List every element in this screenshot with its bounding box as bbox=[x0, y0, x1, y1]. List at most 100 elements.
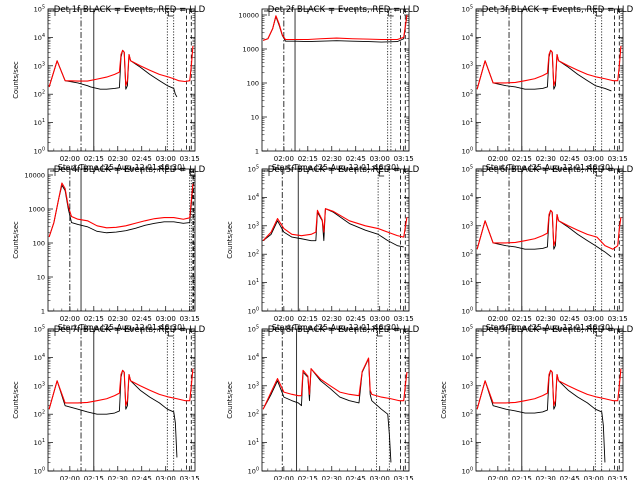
x-tick-label: 03:00 bbox=[156, 155, 176, 163]
panel-title: Det 1f BLACK = Events, RED = LLD bbox=[54, 5, 206, 15]
x-tick-label: 03:15 bbox=[394, 475, 414, 480]
x-tick-label: 02:00 bbox=[60, 155, 80, 163]
series-line-lld bbox=[48, 182, 194, 238]
series-line-lld bbox=[48, 368, 194, 410]
y-tick-label: 1 bbox=[255, 148, 259, 156]
x-axis-label: Start Time (25-Aug-12 01:46:20) bbox=[486, 163, 613, 172]
plot-frame bbox=[475, 328, 624, 472]
x-tick-label: 02:30 bbox=[108, 475, 128, 480]
y-tick-label: 10000 bbox=[238, 11, 259, 19]
x-tick-label: 02:45 bbox=[346, 315, 366, 323]
series-line-lld bbox=[48, 45, 194, 88]
series-line-events bbox=[48, 369, 178, 458]
series-line-lld bbox=[262, 14, 408, 41]
x-axis-label: Start Time (25-Aug-12 01:46:20) bbox=[58, 323, 185, 332]
x-tick-label: 02:15 bbox=[298, 475, 318, 480]
y-tick-label: 101 bbox=[34, 118, 45, 127]
x-tick-label: 03:00 bbox=[156, 475, 176, 480]
panel-title: Det 5f BLACK = Events, RED = LLD bbox=[268, 165, 420, 175]
y-tick-label: 101 bbox=[462, 118, 473, 127]
y-tick-label: 103 bbox=[462, 381, 473, 390]
y-tick-label: 101 bbox=[462, 438, 473, 447]
y-tick-label: 100 bbox=[248, 307, 259, 316]
series-line-events bbox=[476, 209, 612, 258]
y-tick-label: 10 bbox=[251, 113, 259, 121]
chart-panel: Det 9f BLACK = Events, RED = LLD 100 101 10… bbox=[440, 325, 634, 480]
corner-marker-icon bbox=[595, 171, 602, 177]
series-line-events bbox=[48, 184, 194, 238]
x-tick-label: 03:15 bbox=[180, 155, 200, 163]
x-tick-label: 02:00 bbox=[488, 155, 508, 163]
y-tick-label: 103 bbox=[462, 61, 473, 70]
corner-marker-icon bbox=[50, 330, 56, 336]
y-axis-label: Counts/sec bbox=[440, 381, 448, 419]
y-tick-label: 104 bbox=[462, 33, 473, 42]
y-tick-label: 105 bbox=[462, 5, 473, 14]
x-axis-label: Start Time (25-Aug-12 01:46:20) bbox=[272, 163, 399, 172]
x-tick-label: 02:00 bbox=[60, 475, 80, 480]
x-tick-label: 02:45 bbox=[346, 475, 366, 480]
y-tick-label: 100 bbox=[462, 467, 473, 476]
y-axis-label: Counts/sec bbox=[226, 221, 234, 259]
corner-marker-icon bbox=[595, 331, 602, 337]
x-axis-label: Start Time (25-Aug-12 01:46:20) bbox=[272, 323, 399, 332]
y-tick-label: 104 bbox=[248, 353, 259, 362]
series-line-lld bbox=[476, 209, 622, 250]
corner-marker-icon bbox=[377, 331, 383, 337]
panel-title: Det 3f BLACK = Events, RED = LLD bbox=[482, 5, 634, 15]
plot-frame bbox=[47, 328, 196, 472]
y-tick-label: 100 bbox=[34, 147, 45, 156]
x-tick-label: 02:15 bbox=[298, 155, 318, 163]
y-tick-label: 100 bbox=[247, 79, 259, 87]
y-tick-label: 101 bbox=[248, 438, 259, 447]
y-tick-label: 1000 bbox=[242, 45, 259, 53]
y-tick-label: 101 bbox=[34, 438, 45, 447]
x-tick-label: 03:00 bbox=[370, 475, 390, 480]
chart-panel: Det 8f BLACK = Events, RED = LLD 100 101 10… bbox=[226, 325, 420, 480]
y-tick-label: 102 bbox=[462, 250, 473, 259]
panel-title: Det 8f BLACK = Events, RED = LLD bbox=[268, 325, 420, 335]
plot-frame bbox=[261, 8, 410, 152]
corner-marker-icon bbox=[378, 171, 385, 177]
x-tick-label: 03:00 bbox=[584, 155, 604, 163]
x-tick-label: 03:15 bbox=[394, 315, 414, 323]
x-axis-label: Start Time (25-Aug-12 01:46:20) bbox=[486, 323, 613, 332]
series-line-events bbox=[476, 49, 612, 92]
x-tick-label: 02:30 bbox=[322, 155, 342, 163]
corner-marker-icon bbox=[478, 170, 484, 176]
corner-marker-icon bbox=[264, 330, 270, 336]
panel-title: Det 4f BLACK = Events, RED = LLD bbox=[54, 165, 206, 175]
x-tick-label: 03:15 bbox=[180, 315, 200, 323]
y-tick-label: 103 bbox=[248, 221, 259, 230]
y-tick-label: 104 bbox=[34, 33, 45, 42]
series-line-lld bbox=[262, 208, 408, 242]
panel-title: Det 7f BLACK = Events, RED = LLD bbox=[54, 325, 206, 335]
x-tick-label: 02:45 bbox=[560, 155, 580, 163]
x-tick-label: 03:00 bbox=[156, 315, 176, 323]
x-tick-label: 02:15 bbox=[84, 475, 104, 480]
x-tick-label: 02:00 bbox=[274, 315, 294, 323]
y-tick-label: 102 bbox=[248, 250, 259, 259]
y-tick-label: 103 bbox=[462, 221, 473, 230]
x-tick-label: 02:30 bbox=[322, 475, 342, 480]
x-tick-label: 02:15 bbox=[512, 475, 532, 480]
y-tick-label: 105 bbox=[248, 325, 259, 334]
x-tick-label: 02:00 bbox=[60, 315, 80, 323]
x-tick-label: 02:00 bbox=[274, 475, 294, 480]
y-axis-label: Counts/sec bbox=[12, 221, 20, 259]
x-tick-label: 02:00 bbox=[488, 315, 508, 323]
y-tick-label: 105 bbox=[462, 165, 473, 174]
x-tick-label: 02:45 bbox=[132, 155, 152, 163]
y-tick-label: 1000 bbox=[28, 205, 45, 213]
chart-panel: Det 1f BLACK = Events, RED = LLD 100 101 10… bbox=[12, 5, 206, 173]
x-tick-label: 02:45 bbox=[132, 315, 152, 323]
corner-marker-icon bbox=[264, 170, 270, 176]
series-line-lld bbox=[476, 45, 622, 90]
series-line-events bbox=[262, 208, 404, 248]
x-tick-label: 02:30 bbox=[322, 315, 342, 323]
corner-marker-icon bbox=[50, 10, 56, 16]
plot-frame bbox=[261, 168, 410, 312]
y-tick-label: 100 bbox=[462, 307, 473, 316]
x-axis-label: Start Time (25-Aug-12 01:46:20) bbox=[58, 163, 185, 172]
